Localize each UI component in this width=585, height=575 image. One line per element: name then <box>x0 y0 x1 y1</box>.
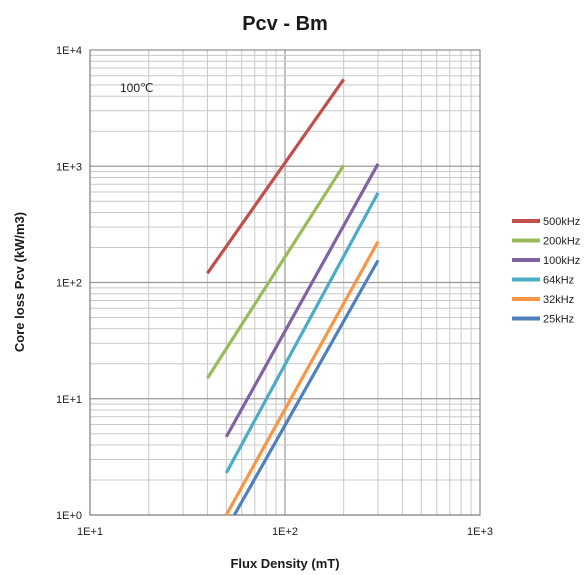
series-line-25kHz <box>232 259 380 516</box>
temperature-annotation: 100℃ <box>120 81 154 95</box>
legend-label-64kHz: 64kHz <box>543 275 574 287</box>
x-axis-label: Flux Density (mT) <box>230 556 339 571</box>
y-tick-label: 1E+0 <box>56 510 82 522</box>
series-line-200kHz <box>206 164 346 380</box>
series-line-32kHz <box>224 240 380 516</box>
legend-label-200kHz: 200kHz <box>543 236 580 248</box>
series-lines <box>206 78 380 516</box>
chart-title: Pcv - Bm <box>242 13 328 35</box>
legend-label-100kHz: 100kHz <box>543 255 580 267</box>
y-tick-label: 1E+4 <box>56 45 82 57</box>
plot-frame <box>89 49 481 516</box>
legend: 500kHz 200kHz 100kHz 64kHz 32kHz 25kHz <box>512 216 580 326</box>
series-line-500kHz <box>206 78 346 275</box>
y-tick-label: 1E+2 <box>56 278 82 290</box>
y-tick-label: 1E+3 <box>56 161 82 173</box>
series-line-64kHz <box>224 192 380 474</box>
x-tick-label: 1E+3 <box>467 526 493 538</box>
grid <box>89 50 480 516</box>
tick-labels: 1E+1 1E+2 1E+3 1E+0 1E+1 1E+2 1E+3 1E+4 <box>56 45 493 538</box>
x-tick-label: 1E+1 <box>77 526 103 538</box>
y-axis-label: Core loss Pcv (kW/m3) <box>12 212 27 352</box>
legend-label-500kHz: 500kHz <box>543 216 580 228</box>
x-tick-label: 1E+2 <box>272 526 298 538</box>
legend-label-32kHz: 32kHz <box>543 294 574 306</box>
series-line-100kHz <box>224 163 380 438</box>
y-tick-label: 1E+1 <box>56 394 82 406</box>
legend-label-25kHz: 25kHz <box>543 314 574 326</box>
